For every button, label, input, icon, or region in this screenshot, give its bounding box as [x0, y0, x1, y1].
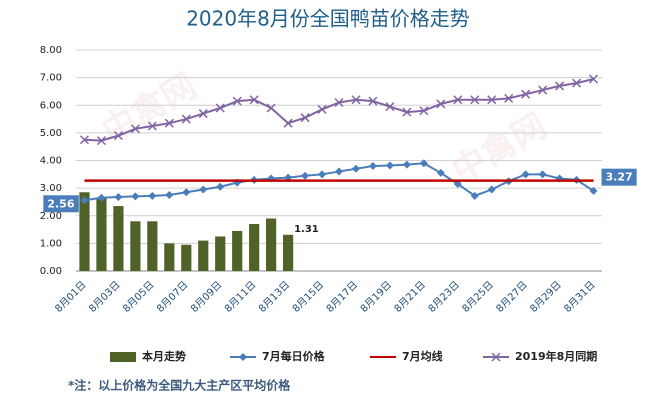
- marker: [470, 191, 479, 200]
- marker: [317, 104, 327, 114]
- marker: [487, 185, 496, 194]
- y-tick-label: 2.00: [40, 211, 62, 222]
- marker: [436, 168, 445, 177]
- marker: [96, 136, 106, 146]
- marker: [97, 193, 106, 202]
- marker: [148, 191, 157, 200]
- marker: [283, 118, 293, 128]
- marker: [131, 192, 140, 201]
- footnote: *注：以上价格为全国九大主产区平均价格: [68, 378, 291, 393]
- marker: [130, 124, 140, 134]
- y-tick-label: 7.00: [40, 73, 62, 84]
- bar: [147, 221, 158, 271]
- marker: [402, 160, 411, 169]
- legend-marker: [239, 353, 247, 361]
- marker: [165, 191, 174, 200]
- marker: [504, 93, 514, 103]
- y-tick-label: 8.00: [40, 45, 62, 56]
- marker: [453, 95, 463, 105]
- marker: [300, 113, 310, 123]
- bar: [283, 234, 294, 271]
- chart-title: 2020年8月份全国鸭苗价格走势: [186, 7, 470, 31]
- marker: [182, 188, 191, 197]
- marker: [436, 99, 446, 109]
- bar: [249, 224, 260, 271]
- marker: [572, 78, 582, 88]
- marker: [385, 161, 394, 170]
- marker: [419, 106, 429, 116]
- marker: [368, 96, 378, 106]
- marker: [589, 186, 598, 195]
- marker: [351, 95, 361, 105]
- marker: [79, 135, 90, 145]
- bar: [130, 221, 141, 271]
- data-label: 2.56: [47, 197, 74, 210]
- marker: [181, 114, 191, 124]
- marker: [521, 89, 531, 99]
- marker: [301, 171, 310, 180]
- marker: [249, 95, 259, 105]
- marker: [453, 179, 462, 188]
- y-tick-label: 6.00: [40, 100, 62, 111]
- marker: [114, 192, 123, 201]
- marker: [538, 170, 547, 179]
- bar: [113, 206, 124, 271]
- marker: [368, 162, 377, 171]
- marker: [588, 74, 599, 84]
- bar: [232, 230, 243, 271]
- legend-label: 本月走势: [142, 349, 186, 363]
- marker: [385, 102, 395, 112]
- bar: [266, 218, 277, 271]
- marker: [538, 85, 548, 95]
- marker: [266, 103, 276, 113]
- y-tick-label: 4.00: [40, 156, 62, 167]
- y-tick-label: 5.00: [40, 128, 62, 139]
- legend-label: 7月均线: [402, 349, 443, 363]
- marker: [216, 182, 225, 191]
- marker: [487, 95, 497, 105]
- marker: [521, 170, 530, 179]
- bar: [79, 192, 90, 271]
- data-label-box: [43, 195, 79, 213]
- y-tick-label: 1.00: [40, 238, 62, 249]
- bar: [96, 197, 107, 271]
- data-label: 3.27: [606, 171, 633, 184]
- data-label-box: [601, 168, 637, 186]
- marker: [555, 81, 565, 91]
- marker: [147, 121, 157, 131]
- marker: [351, 164, 360, 173]
- marker: [113, 131, 123, 141]
- marker: [199, 185, 208, 194]
- legend-label: 2019年8月同期: [515, 349, 597, 363]
- data-label: 1.31: [294, 224, 319, 235]
- legend-label: 7月每日价格: [262, 349, 326, 363]
- marker: [198, 109, 208, 119]
- marker: [318, 170, 327, 179]
- marker: [402, 107, 412, 117]
- marker: [470, 95, 480, 105]
- legend-swatch: [110, 352, 136, 362]
- marker: [335, 167, 343, 176]
- marker: [232, 96, 242, 106]
- marker: [164, 118, 174, 128]
- bar: [198, 240, 209, 271]
- bar: [164, 243, 175, 271]
- y-tick-label: 0.00: [40, 266, 62, 277]
- bar: [215, 236, 226, 271]
- marker: [80, 196, 89, 205]
- marker: [419, 159, 428, 168]
- marker: [215, 103, 225, 113]
- y-tick-label: 3.00: [40, 183, 62, 194]
- legend-marker: [491, 352, 501, 362]
- marker: [334, 97, 344, 108]
- bar: [181, 244, 192, 271]
